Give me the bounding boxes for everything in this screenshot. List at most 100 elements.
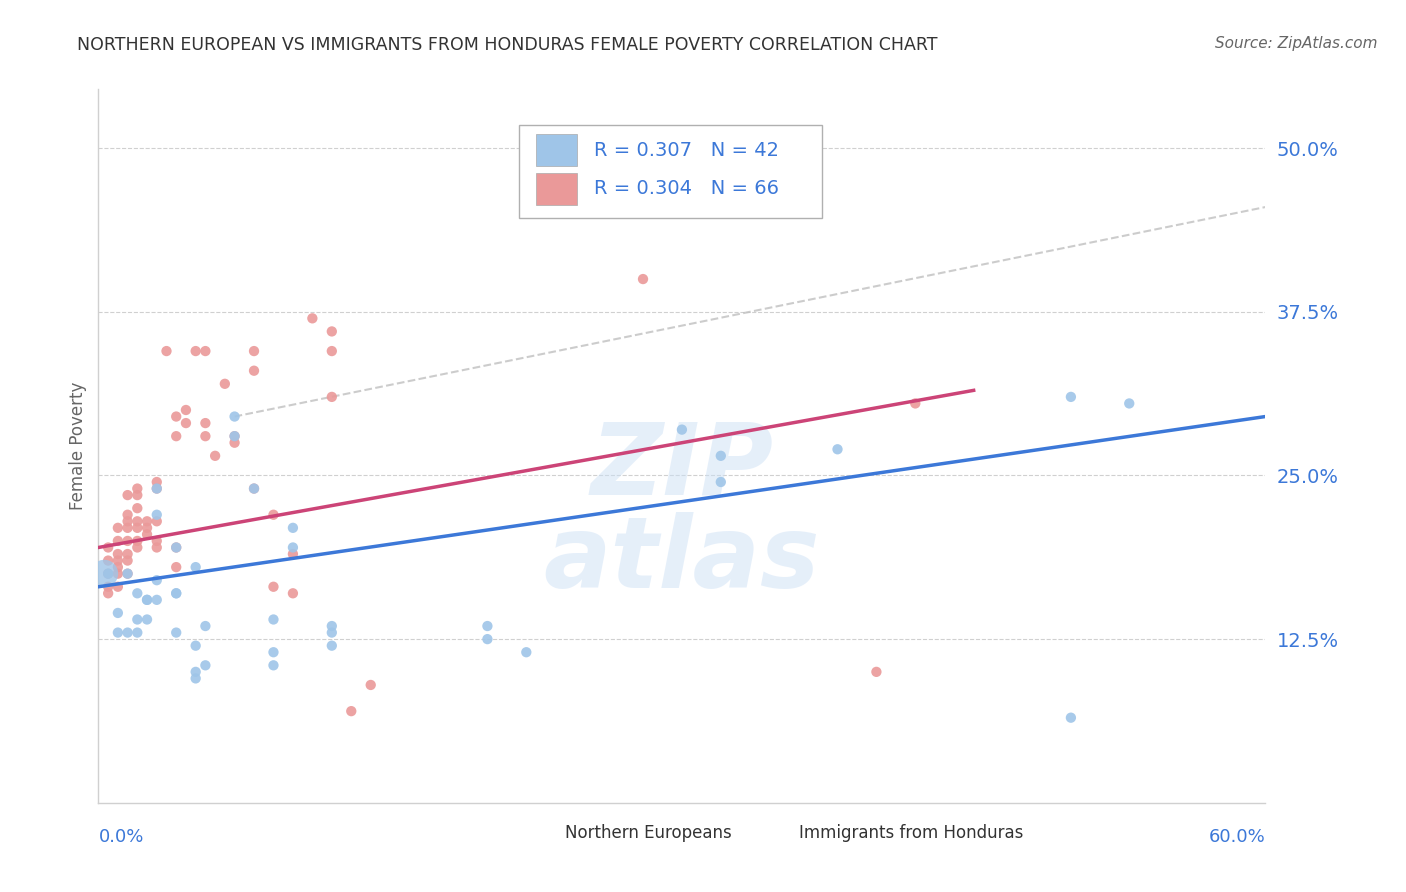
Point [340,704,363,718]
Text: 60.0%: 60.0% [1209,828,1265,846]
Point [224,409,246,424]
Point [117,488,139,502]
Point [117,566,139,581]
Point [127,625,149,640]
Point [127,541,149,555]
Point [165,429,187,443]
Point [165,560,187,574]
Point [515,645,537,659]
Point [184,672,207,686]
Point [136,521,159,535]
Point [204,449,226,463]
Point [194,429,217,443]
Point [631,272,654,286]
Point [165,586,187,600]
Text: 0.0%: 0.0% [98,828,143,846]
Point [710,449,733,463]
Point [184,344,207,359]
FancyBboxPatch shape [536,173,576,205]
Point [146,482,169,496]
Point [184,560,207,574]
Point [194,416,217,430]
Point [1060,390,1083,404]
Text: atlas: atlas [544,512,820,608]
Text: Immigrants from Honduras: Immigrants from Honduras [799,824,1024,842]
Point [127,482,149,496]
Point [165,541,187,555]
Point [281,541,304,555]
Text: ZIP: ZIP [591,419,773,516]
Point [146,475,169,489]
Point [194,619,217,633]
Text: Source: ZipAtlas.com: Source: ZipAtlas.com [1215,36,1378,51]
Point [127,501,149,516]
Point [97,586,120,600]
Point [136,612,159,626]
Text: R = 0.304   N = 66: R = 0.304 N = 66 [595,179,779,198]
Point [865,665,887,679]
Point [165,409,187,424]
Point [136,592,159,607]
Point [146,541,169,555]
Point [127,488,149,502]
Point [710,475,733,489]
FancyBboxPatch shape [519,125,823,218]
Point [262,612,284,626]
Y-axis label: Female Poverty: Female Poverty [69,382,87,510]
Point [1118,396,1140,410]
Point [243,482,266,496]
Point [155,344,177,359]
Point [117,533,139,548]
Point [97,566,120,581]
Point [107,580,129,594]
Point [146,482,169,496]
Point [117,514,139,528]
Point [107,521,129,535]
Point [321,390,343,404]
Point [117,521,139,535]
Point [321,625,343,640]
Point [136,527,159,541]
FancyBboxPatch shape [763,822,785,844]
Point [281,547,304,561]
Point [97,553,120,567]
Point [165,586,187,600]
Point [477,632,499,647]
Point [281,521,304,535]
Point [904,396,927,410]
Point [146,514,169,528]
Point [224,435,246,450]
Point [107,553,129,567]
Point [136,592,159,607]
Point [477,619,499,633]
Point [136,514,159,528]
Point [127,514,149,528]
Point [262,645,284,659]
Point [281,586,304,600]
Point [117,566,139,581]
Point [97,566,120,581]
Text: Northern Europeans: Northern Europeans [565,824,733,842]
Point [146,592,169,607]
Point [768,194,790,208]
Point [117,547,139,561]
Point [243,344,266,359]
Point [262,508,284,522]
Point [93,566,115,581]
Point [321,639,343,653]
FancyBboxPatch shape [536,134,576,166]
Point [117,625,139,640]
Point [194,658,217,673]
Point [117,553,139,567]
Point [174,403,197,417]
FancyBboxPatch shape [530,822,551,844]
Point [262,658,284,673]
Point [243,482,266,496]
Point [321,344,343,359]
Point [127,533,149,548]
Text: NORTHERN EUROPEAN VS IMMIGRANTS FROM HONDURAS FEMALE POVERTY CORRELATION CHART: NORTHERN EUROPEAN VS IMMIGRANTS FROM HON… [77,36,938,54]
Point [165,625,187,640]
Point [301,311,323,326]
Point [117,508,139,522]
Point [146,573,169,587]
